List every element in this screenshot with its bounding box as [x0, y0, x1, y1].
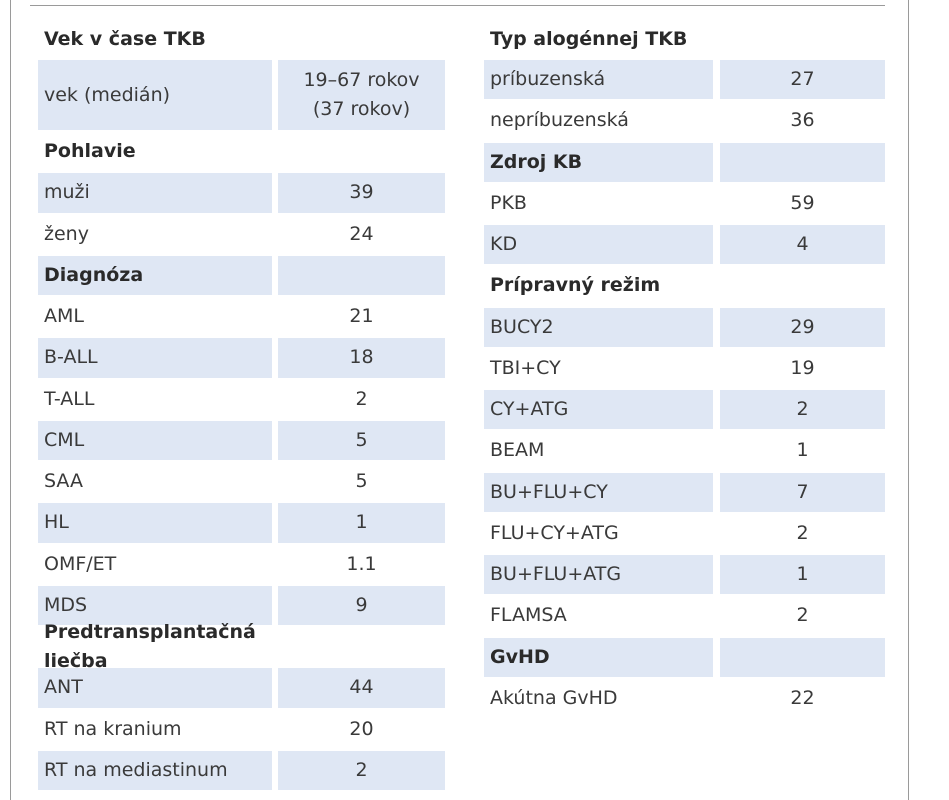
section-title: Vek v čase TKB [44, 27, 206, 50]
row-label: PKB [490, 191, 527, 214]
row-value: 5 [355, 470, 368, 493]
row-value: 59 [790, 191, 815, 214]
row-value: 44 [278, 668, 445, 708]
row-label: ANT [38, 668, 272, 708]
row-label: BU+FLU+ATG [484, 555, 713, 595]
row-label: BUCY2 [484, 307, 713, 347]
row-label: FLU+CY+ATG [490, 521, 619, 544]
row-value: 2 [796, 604, 809, 627]
empty-cell [720, 637, 885, 677]
empty-cell [278, 627, 445, 666]
row-value: 29 [720, 307, 885, 347]
row-value: 1.1 [346, 552, 377, 575]
row-label: OMF/ET [44, 552, 117, 575]
row-value: 19 [790, 356, 815, 379]
empty-cell [720, 22, 885, 56]
row-value: 2 [796, 521, 809, 544]
row-value: 18 [278, 338, 445, 378]
row-label: príbuzenská [484, 60, 713, 100]
row-value: 1 [796, 439, 809, 462]
empty-cell [720, 266, 885, 305]
row-label: BEAM [490, 439, 545, 462]
row-value: 4 [720, 225, 885, 265]
empty-cell [278, 22, 445, 56]
row-label: HL [38, 503, 272, 543]
row-label: B-ALL [38, 338, 272, 378]
row-value: 7 [720, 472, 885, 512]
frame-left [10, 0, 11, 800]
row-value: 9 [278, 585, 445, 625]
row-value: 2 [278, 750, 445, 790]
empty-cell [278, 255, 445, 295]
row-value: 24 [349, 222, 374, 245]
row-label: CY+ATG [484, 390, 713, 430]
section-title: Typ alogénnej TKB [490, 27, 688, 50]
section-title: Prípravný režim [490, 274, 661, 297]
row-value: 22 [790, 686, 815, 709]
section-title: Diagnóza [38, 255, 272, 295]
row-label: SAA [44, 470, 83, 493]
empty-cell [720, 142, 885, 182]
row-label: FLAMSA [490, 604, 567, 627]
row-label: BU+FLU+CY [484, 472, 713, 512]
row-value: 36 [790, 109, 815, 132]
row-value: 1 [278, 503, 445, 543]
section-title: Predtransplantačná liečba [44, 620, 256, 672]
row-label: T-ALL [44, 387, 95, 410]
row-value: 20 [349, 717, 374, 740]
row-label: CML [38, 420, 272, 460]
row-value: 27 [720, 60, 885, 100]
row-value: 1 [720, 555, 885, 595]
row-label: RT na kranium [44, 717, 182, 740]
section-title: GvHD [484, 637, 713, 677]
row-label: RT na mediastinum [38, 750, 272, 790]
section-title: Zdroj KB [484, 142, 713, 182]
row-label: MDS [38, 585, 272, 625]
row-label: vek (medián) [38, 60, 272, 130]
row-value: 2 [355, 387, 368, 410]
row-label: TBI+CY [490, 356, 561, 379]
row-value: 5 [278, 420, 445, 460]
row-value: 19–67 rokov (37 rokov) [278, 60, 445, 130]
section-title: Pohlavie [44, 140, 136, 163]
row-value: 2 [720, 390, 885, 430]
row-value: 39 [278, 173, 445, 213]
row-label: muži [38, 173, 272, 213]
row-label: Akútna GvHD [490, 686, 618, 709]
row-label: ženy [44, 222, 89, 245]
row-value: 21 [349, 305, 374, 328]
row-label: KD [484, 225, 713, 265]
row-label: AML [44, 305, 84, 328]
row-label: nepríbuzenská [490, 109, 629, 132]
frame-top [30, 5, 885, 6]
empty-cell [278, 132, 445, 171]
frame-right [908, 0, 909, 800]
